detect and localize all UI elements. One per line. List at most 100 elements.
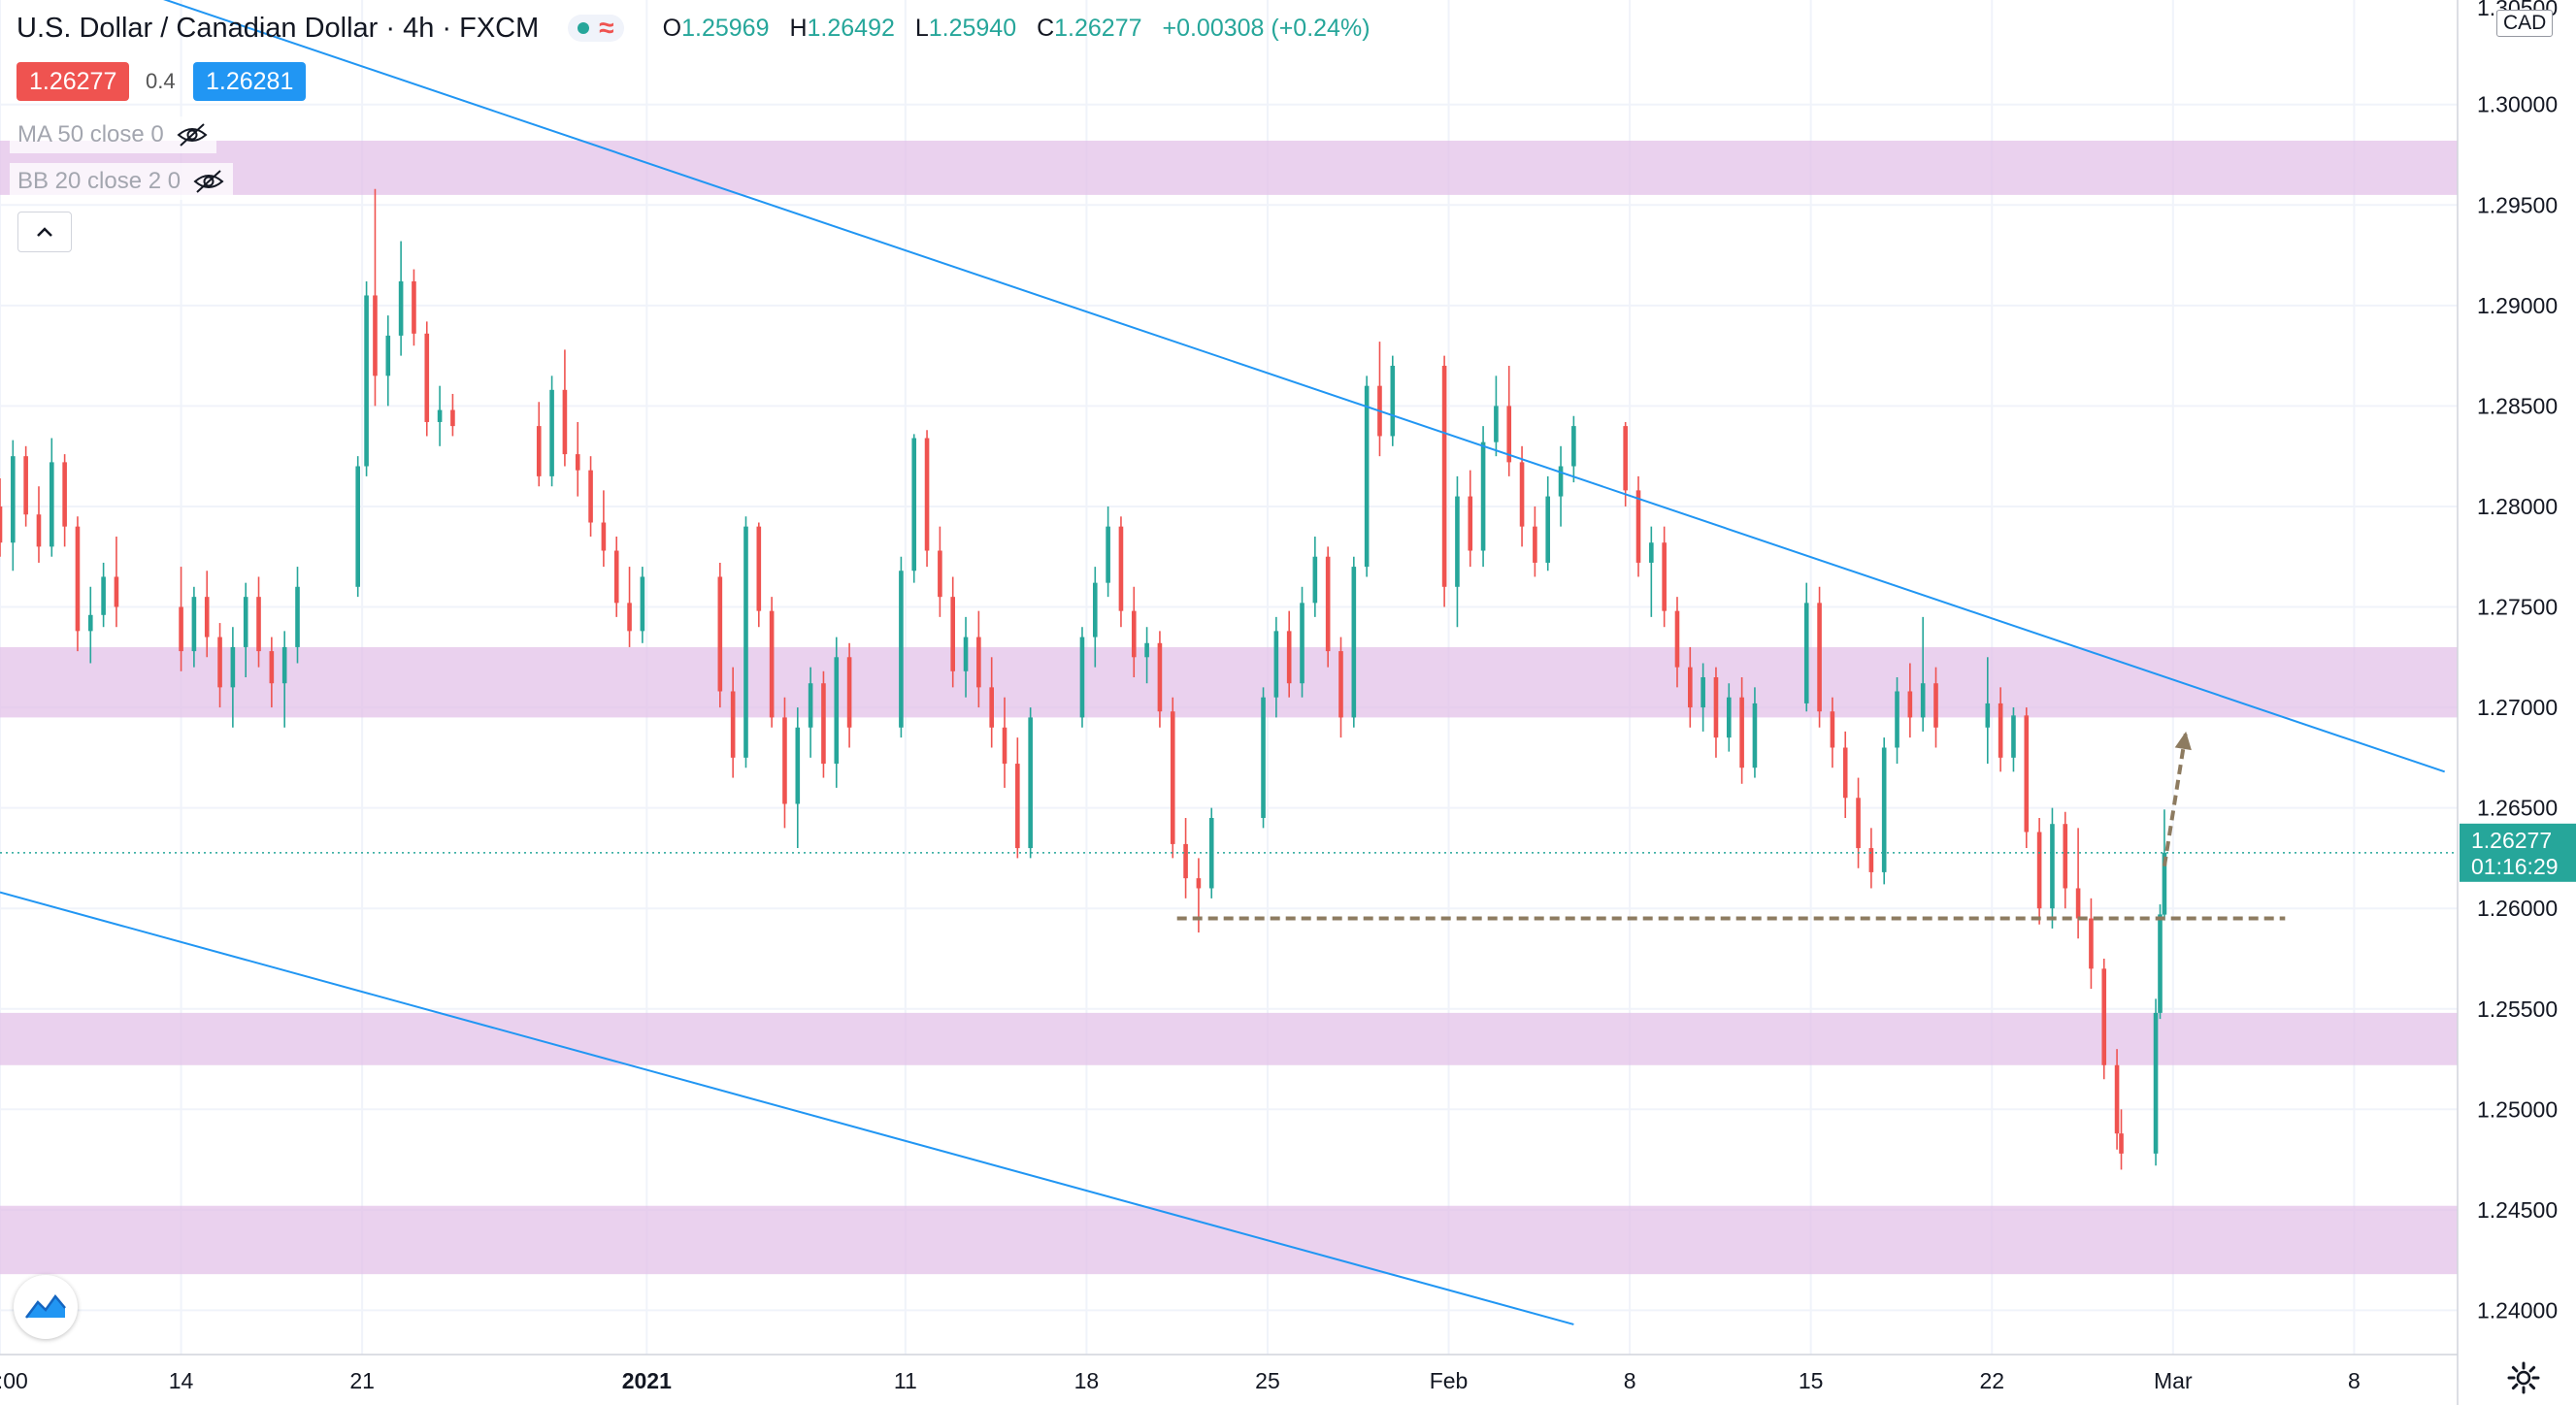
candle-body (1196, 878, 1202, 889)
time-tick-label: 11 (894, 1368, 917, 1393)
candle-body (1312, 556, 1318, 604)
candle-body (62, 462, 67, 527)
time-tick-label: 18 (1074, 1368, 1100, 1393)
candle-body (924, 438, 930, 551)
candle-body (2153, 1012, 2159, 1154)
eye-off-icon[interactable] (176, 122, 209, 147)
candle-body (1015, 764, 1020, 849)
time-tick-label: 8 (2348, 1368, 2361, 1393)
candle-body (2063, 824, 2068, 889)
data-delay-icon: ≈ (599, 13, 614, 43)
market-status[interactable]: ≈ (568, 13, 624, 43)
candle-body (1933, 683, 1938, 728)
ohlc-open-value: 1.25969 (681, 14, 770, 42)
candle-body (1985, 702, 1991, 728)
price-tick-label: 1.27000 (2477, 695, 2558, 720)
last-price-label-bg (2460, 823, 2576, 882)
spread-value: 0.4 (146, 69, 176, 93)
candle-body (1571, 426, 1576, 467)
candle-body (1842, 747, 1848, 799)
price-tick-label: 1.28000 (2477, 494, 2558, 519)
candlestick-series (0, 188, 2167, 1170)
candle-body (1300, 603, 1305, 684)
candle-body (101, 576, 106, 615)
price-tick-label: 1.25500 (2477, 997, 2558, 1022)
candle-body (11, 456, 16, 543)
time-tick-label: 14 (169, 1368, 194, 1393)
candle-body (808, 683, 813, 728)
price-tick-label: 1.24000 (2477, 1297, 2558, 1323)
candle-body (1144, 642, 1149, 658)
trendline (0, 891, 1574, 1325)
candle-body (1286, 631, 1292, 684)
candle-body (1338, 651, 1343, 718)
candle-body (2119, 1133, 2124, 1154)
candle-body (1157, 642, 1163, 712)
candle-body (1390, 365, 1396, 437)
ohlc-open-label: O (662, 14, 682, 42)
candle-body (179, 606, 183, 652)
candle-body (1674, 610, 1680, 668)
candle-body (1752, 702, 1758, 768)
symbol-title[interactable]: U.S. Dollar / Canadian Dollar · 4h · FXC… (17, 12, 540, 44)
candle-body (50, 462, 54, 547)
candle-body (938, 550, 942, 598)
candle-body (1920, 683, 1926, 718)
candle-body (1106, 526, 1110, 583)
time-tick-label: Feb (1430, 1368, 1469, 1393)
candle-body (1739, 697, 1744, 768)
candle-body (1183, 843, 1188, 879)
candle-body (23, 456, 28, 515)
candle-body (364, 295, 369, 467)
candle-body (1118, 526, 1124, 611)
candle-body (1688, 667, 1693, 708)
candle-body (191, 597, 197, 652)
market-open-icon (578, 22, 590, 34)
candle-body (36, 514, 42, 547)
candle-body (385, 335, 391, 376)
candle-body (1079, 637, 1085, 718)
candle-body (1623, 426, 1628, 491)
candle-body (549, 389, 554, 476)
candle-body (2075, 888, 2081, 919)
currency-label[interactable]: CAD (2496, 10, 2554, 37)
candle-body (1662, 542, 1667, 611)
candle-body (437, 409, 443, 422)
candle-body (1480, 441, 1486, 551)
time-tick-label: Mar (2154, 1368, 2193, 1393)
candle-body (1998, 702, 2003, 758)
indicator-ma50[interactable]: MA 50 close 0 (10, 116, 216, 153)
eye-off-icon[interactable] (192, 169, 225, 194)
candle-body (1325, 556, 1331, 652)
candle-body (2050, 824, 2055, 909)
candle-body (1803, 603, 1809, 703)
candle-body (613, 550, 619, 604)
buy-button[interactable]: 1.26281 (193, 62, 307, 101)
candle-body (412, 280, 416, 334)
supply-demand-zones (0, 140, 2458, 1275)
candle-body (1002, 727, 1007, 765)
sell-button[interactable]: 1.26277 (17, 62, 130, 101)
chart-legend-header: U.S. Dollar / Canadian Dollar · 4h · FXC… (0, 0, 1384, 56)
candle-body (269, 651, 275, 684)
candle-body (1701, 677, 1705, 708)
collapse-legend-button[interactable] (17, 212, 72, 252)
ohlc-low-label: L (914, 14, 929, 42)
candle-body (1364, 385, 1370, 568)
candle-body (75, 526, 81, 632)
ohlc-close-label: C (1037, 14, 1055, 42)
chart-drawings (0, 0, 2458, 1325)
price-tick-label: 1.24500 (2477, 1197, 2558, 1223)
price-tick-label: 1.26500 (2477, 796, 2558, 821)
time-tick-label: 21 (349, 1368, 375, 1393)
candle-body (834, 657, 840, 765)
candle-body (1907, 691, 1913, 718)
ohlc-close-value: 1.26277 (1054, 14, 1142, 42)
price-tick-label: 1.27500 (2477, 595, 2558, 620)
indicator-bb20[interactable]: BB 20 close 2 0 (10, 163, 234, 200)
tradingview-logo-button[interactable] (14, 1275, 78, 1339)
candle-body (976, 637, 981, 688)
gear-icon[interactable] (2506, 1360, 2541, 1395)
candle-body (911, 438, 917, 572)
